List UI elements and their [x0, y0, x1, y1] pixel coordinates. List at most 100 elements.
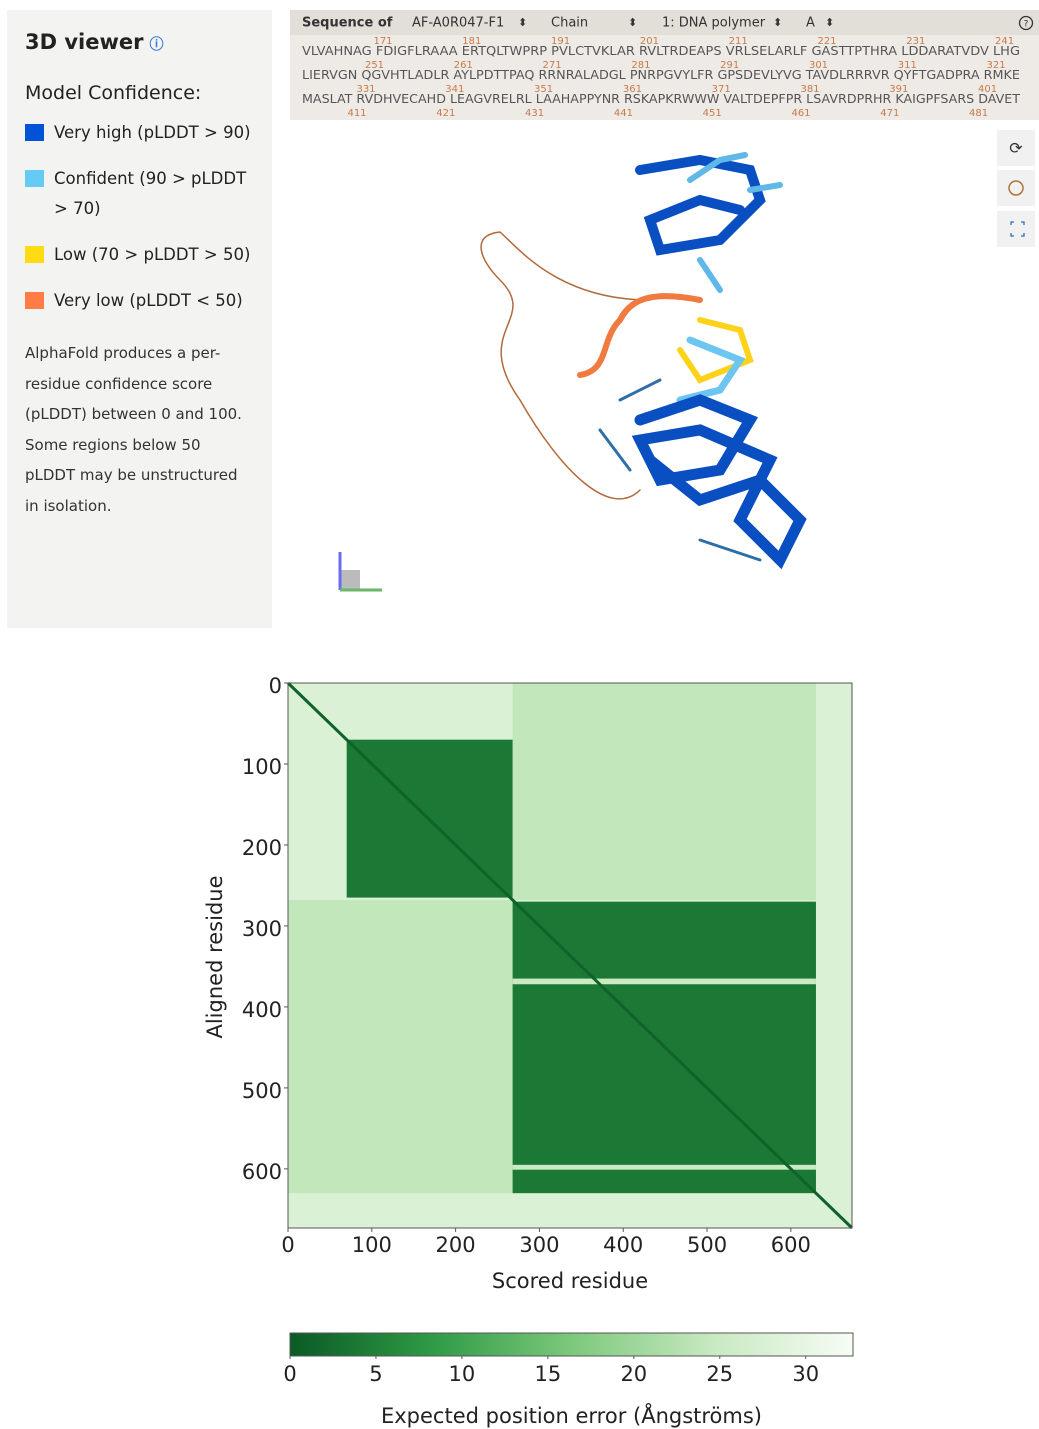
select-arrow: ⬍: [628, 16, 637, 29]
chain-select[interactable]: 1: DNA polymer: [662, 16, 766, 31]
colorbar-tick-label: 25: [706, 1362, 733, 1386]
help-icon[interactable]: ⓘ: [149, 37, 164, 53]
residue-number: 381: [800, 84, 819, 95]
y-tick-label: 600: [242, 1160, 282, 1184]
residue-number: 291: [720, 60, 739, 71]
help-button[interactable]: [1018, 15, 1034, 31]
colorbar-tick-label: 20: [620, 1362, 647, 1386]
axes-gizmo: [338, 552, 382, 592]
residue-number: 191: [551, 36, 570, 47]
residue-number: 391: [889, 84, 908, 95]
legend-swatch: [25, 292, 44, 309]
sidebar: 3D viewer ⓘ Model Confidence: Very high (…: [7, 10, 272, 628]
y-tick-label: 200: [242, 836, 282, 860]
residue-number: 331: [356, 84, 375, 95]
residue-number: 461: [791, 108, 810, 119]
residue-number: 411: [347, 108, 366, 119]
pae-diagonal: [286, 681, 854, 1230]
legend-label: Low (70 > pLDDT > 50): [54, 245, 251, 264]
y-tick-label: 300: [242, 917, 282, 941]
viewer: Sequence of AF-A0R047-F1 ⬍ Chain ⬍ 1: DN…: [290, 10, 1039, 592]
residue-number: 301: [809, 60, 828, 71]
residue-number: 201: [640, 36, 659, 47]
reset-button[interactable]: [997, 170, 1035, 206]
loop: [598, 378, 762, 562]
residue-number: 341: [445, 84, 464, 95]
gizmo-plane: [340, 570, 360, 590]
residue-number: 271: [543, 60, 562, 71]
pae-region: [512, 978, 816, 985]
spin-button[interactable]: [997, 130, 1035, 166]
chain-id-select[interactable]: A: [806, 16, 815, 31]
select-arrow: ⬍: [825, 16, 834, 29]
y-tick-label: 100: [242, 755, 282, 779]
legend-item: Confident (90 > pLDDT > 70): [25, 164, 254, 224]
residue-number: 441: [614, 108, 633, 119]
legend-swatch: [25, 170, 44, 187]
protein-structure: [480, 152, 807, 570]
x-tick-label: 0: [281, 1233, 294, 1257]
fullscreen-button[interactable]: [997, 211, 1035, 247]
residue-number: 401: [978, 84, 997, 95]
plot-frame: [287, 682, 853, 1229]
low-region: [577, 293, 703, 378]
y-tick-label: 400: [242, 998, 282, 1022]
legend-swatch: [25, 124, 44, 141]
colorbar-tick-label: 5: [369, 1362, 382, 1386]
x-tick-label: 600: [771, 1233, 811, 1257]
x-tick-label: 100: [352, 1233, 392, 1257]
viewer-title: 3D viewer ⓘ: [25, 30, 254, 54]
residue-number: 181: [462, 36, 481, 47]
colorbar-tick-label: 15: [534, 1362, 561, 1386]
residue-number: 251: [365, 60, 384, 71]
helix: [676, 336, 746, 404]
sequence-toolbar: [290, 10, 1039, 35]
chain-label: Chain: [551, 16, 588, 31]
legend-item: Low (70 > pLDDT > 50): [25, 240, 254, 270]
select-arrow: ⬍: [773, 16, 782, 29]
helix: [687, 152, 783, 293]
residue-number: 481: [969, 108, 988, 119]
legend-swatch: [25, 246, 44, 263]
residue-number: 281: [631, 60, 650, 71]
viewer-controls: ⟳: [997, 130, 1035, 247]
colorbar-tick-label: 10: [449, 1362, 476, 1386]
spin-icon: ⟳: [1009, 139, 1023, 158]
help-glyph: ?: [1024, 20, 1029, 30]
sequence-line: MASLAT RVDHVECAHD LEAGVRELRL LAAHAPPYNR …: [302, 92, 1021, 106]
select-arrow: ⬍: [518, 16, 527, 29]
residue-number: 221: [817, 36, 836, 47]
residue-number: 421: [436, 108, 455, 119]
residue-number: 261: [454, 60, 473, 71]
domain-2: [631, 394, 807, 570]
colorbar-tick-label: 30: [792, 1362, 819, 1386]
legend-item: Very low (pLDDT < 50): [25, 286, 254, 316]
sequence-line: VLVAHNAG FDIGFLRAAA ERTQLTWPRP PVLCTVKLA…: [302, 44, 1020, 58]
entry-select[interactable]: AF-A0R047-F1: [412, 16, 504, 31]
reset-icon: [1008, 180, 1024, 196]
residue-number: 351: [534, 84, 553, 95]
residue-number: 371: [712, 84, 731, 95]
x-tick-label: 300: [519, 1233, 559, 1257]
title-text: 3D viewer: [25, 30, 144, 54]
confidence-heading: Model Confidence:: [25, 82, 202, 104]
legend-label: Confident (90 > pLDDT > 70): [54, 169, 247, 218]
x-tick-label: 200: [436, 1233, 476, 1257]
pae-region: [288, 900, 513, 1194]
sequence-label: Sequence of: [302, 16, 393, 31]
residue-number: 231: [906, 36, 925, 47]
pae-region: [512, 1164, 816, 1170]
pae-region: [512, 683, 816, 901]
description: AlphaFold produces a per-residue confide…: [25, 344, 242, 515]
y-tick-label: 500: [242, 1079, 282, 1103]
y-tick-label: 0: [269, 674, 282, 698]
x-tick-label: 400: [603, 1233, 643, 1257]
residue-number: 171: [373, 36, 392, 47]
residue-number: 431: [525, 108, 544, 119]
colorbar: [289, 1332, 854, 1357]
residue-number: 241: [995, 36, 1014, 47]
residue-number: 451: [703, 108, 722, 119]
y-axis-label: Aligned residue: [203, 875, 227, 1038]
